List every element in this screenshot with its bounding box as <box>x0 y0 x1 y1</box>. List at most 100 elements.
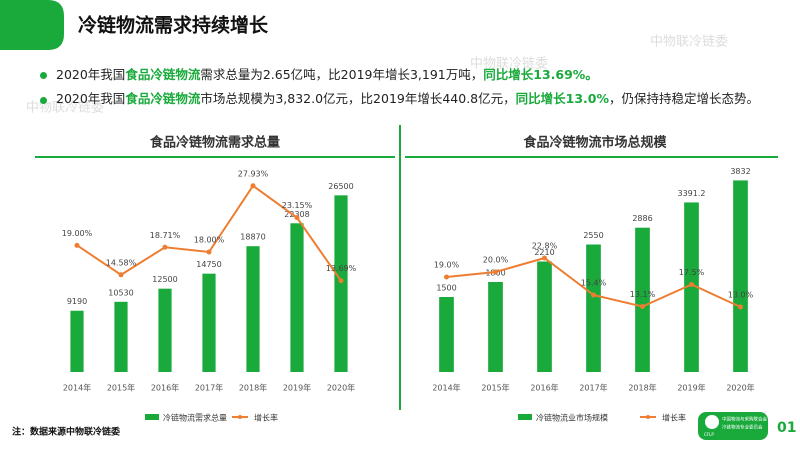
line-point <box>640 304 645 309</box>
x-tick-label: 2015年 <box>107 383 135 393</box>
line-point <box>493 269 498 275</box>
page-number: 01 <box>777 420 796 436</box>
line-point <box>738 304 743 310</box>
line-point <box>162 244 168 250</box>
bar <box>733 180 748 372</box>
line-point <box>591 292 596 298</box>
line-value-label: 13.0% <box>728 291 754 300</box>
x-tick-label: 2016年 <box>151 383 179 393</box>
line-point <box>206 249 212 255</box>
bullet: 2020年我国食品冷链物流市场总规模为3,832.0亿元，比2019年增长440… <box>56 90 786 108</box>
line-point <box>118 272 124 278</box>
bar <box>635 227 650 372</box>
logo-text: 中国物流与采购联合会 <box>722 416 767 423</box>
bar <box>684 202 699 372</box>
bar <box>114 301 128 372</box>
line-value-label: 22.8% <box>532 242 558 251</box>
line-value-label: 15.4% <box>581 279 607 288</box>
x-tick-label: 2020年 <box>327 383 355 393</box>
line-value-label: 18.71% <box>150 231 181 240</box>
bar-value-label: 2210 <box>534 248 554 257</box>
logo-brand: CFLP <box>704 432 714 437</box>
source-note: 注：数据来源中物联冷链委 <box>12 426 121 438</box>
line-point <box>542 255 547 261</box>
x-tick-label: 2018年 <box>239 383 267 393</box>
bar-value-label: 3391.2 <box>678 189 706 198</box>
bar-value-label: 14750 <box>196 260 221 269</box>
x-tick-label: 2015年 <box>481 383 509 393</box>
legend-swatch <box>646 415 650 419</box>
bar <box>158 288 172 372</box>
x-tick-label: 2019年 <box>677 383 705 393</box>
bar-value-label: 12500 <box>152 275 177 284</box>
bar-value-label: 18870 <box>240 233 265 242</box>
line-point <box>338 278 344 284</box>
bullet-text: 2020年我国 <box>56 67 126 82</box>
watermark: 中物联冷链委 <box>26 101 104 116</box>
bar-value-label: 9190 <box>67 297 87 306</box>
bar <box>488 282 503 372</box>
highlight-text: 食品冷链物流 <box>125 67 201 82</box>
bullet: 2020年我国食品冷链物流需求总量为2.65亿吨，比2019年增长3,191万吨… <box>56 66 786 84</box>
bar <box>246 246 260 372</box>
chart-title: 食品冷链物流需求总量 <box>150 135 280 151</box>
bar-value-label: 1500 <box>436 284 456 293</box>
bullet-text: ，仍保持持稳定增长态势。 <box>609 91 760 106</box>
bullet-dot <box>40 72 47 79</box>
bar-value-label: 2550 <box>583 231 603 240</box>
x-tick-label: 2020年 <box>726 383 754 393</box>
line-point <box>74 242 80 248</box>
legend-swatch <box>518 414 532 420</box>
header-title: 冷链物流需求持续增长 <box>78 14 269 37</box>
x-tick-label: 2018年 <box>628 383 656 393</box>
line-value-label: 13.1% <box>630 290 656 299</box>
chart-title: 食品冷链物流市场总规模 <box>523 135 667 151</box>
bar <box>439 297 454 372</box>
bar-value-label: 22308 <box>284 210 309 219</box>
logo-text: 冷链物流专业委员会 <box>722 424 763 431</box>
legend-label: 冷链物流业市场规模 <box>536 413 608 423</box>
legend-swatch <box>238 415 242 419</box>
line-value-label: 18.00% <box>194 236 225 245</box>
legend-swatch <box>145 414 159 420</box>
line-value-label: 27.93% <box>238 169 269 178</box>
header-badge <box>0 0 64 50</box>
bullet-text: 市场总规模为3,832.0亿元，比2019年增长440.8亿元， <box>200 91 516 106</box>
bar-value-label: 10530 <box>108 288 133 297</box>
x-tick-label: 2017年 <box>579 383 607 393</box>
bullet-text: 需求总量为2.65亿吨，比2019年增长3,191万吨， <box>200 67 484 82</box>
line-value-label: 19.0% <box>434 261 460 270</box>
line-value-label: 13.69% <box>326 264 357 273</box>
legend-label: 增长率 <box>662 413 686 423</box>
line-point <box>444 274 449 280</box>
line-point <box>294 215 300 221</box>
bar <box>202 273 216 372</box>
legend-label: 冷链物流需求总量 <box>163 413 227 423</box>
bar-value-label: 2886 <box>632 214 652 223</box>
line-point <box>689 282 694 287</box>
bar-value-label: 26500 <box>328 182 353 191</box>
x-tick-label: 2019年 <box>283 383 311 393</box>
bar <box>70 310 84 372</box>
x-tick-label: 2017年 <box>195 383 223 393</box>
line-value-label: 14.58% <box>106 258 137 267</box>
watermark: 中物联冷链委 <box>470 57 548 72</box>
highlight-text: 同比增长13.0% <box>515 91 610 106</box>
line-value-label: 17.5% <box>679 268 705 277</box>
highlight-text: 食品冷链物流 <box>125 91 201 106</box>
highlight-text: 同比增长13.69%。 <box>483 67 598 82</box>
line-value-label: 20.0% <box>483 256 509 265</box>
bar <box>586 244 601 372</box>
x-tick-label: 2016年 <box>530 383 558 393</box>
bar <box>334 195 348 372</box>
line-value-label: 19.00% <box>62 229 93 238</box>
x-tick-label: 2014年 <box>432 383 460 393</box>
watermark: 中物联冷链委 <box>650 35 728 50</box>
bullet-dot <box>40 97 47 104</box>
bullet-text: 2020年我国 <box>56 91 126 106</box>
line-point <box>250 183 256 189</box>
line-value-label: 23.15% <box>282 201 313 210</box>
x-tick-label: 2014年 <box>63 383 91 393</box>
